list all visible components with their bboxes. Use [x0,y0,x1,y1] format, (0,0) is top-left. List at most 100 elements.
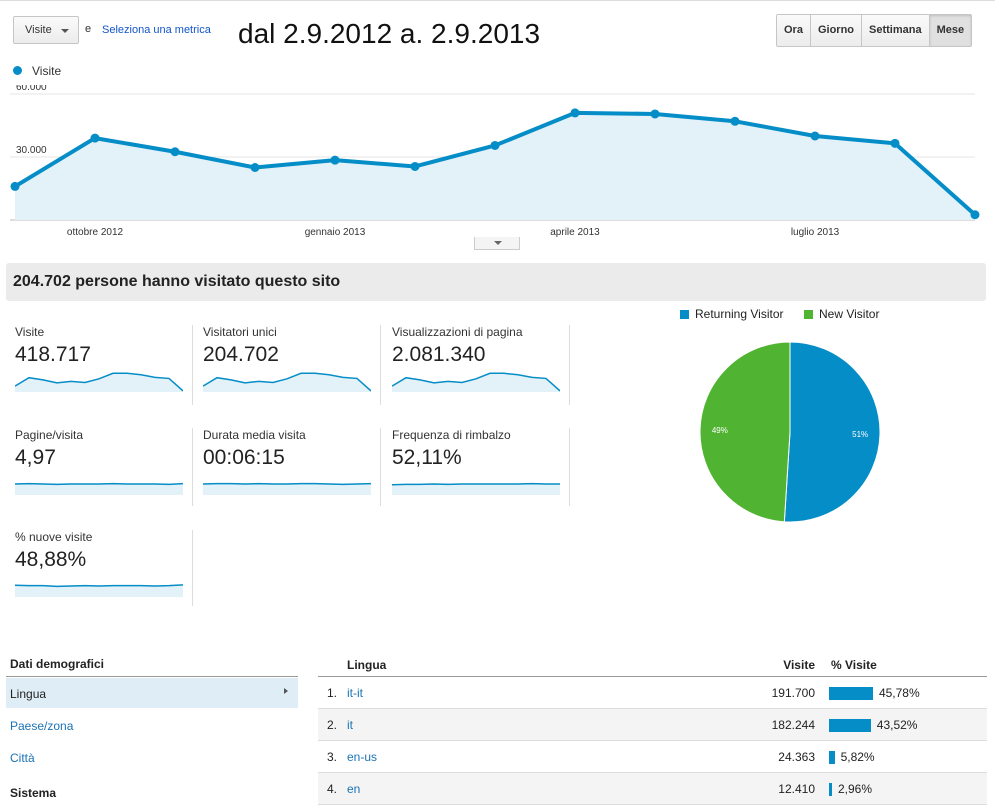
table-row: 4. en 12.410 2,96% [318,773,987,805]
period-day-button[interactable]: Giorno [810,15,863,46]
row-visits: 12.410 [778,782,815,796]
sparkline-fill [392,373,560,392]
row-index: 3. [327,750,338,764]
card-divider [192,530,193,606]
metric-value: 4,97 [15,446,56,469]
pie-slice-label: 51% [852,430,868,439]
period-month-button[interactable]: Mese [929,15,972,46]
language-link[interactable]: en [347,782,361,796]
metric-label: Visitatori unici [203,325,277,339]
column-header-visits: Visite [783,658,815,672]
row-index: 2. [327,718,338,732]
metric-value: 00:06:15 [203,446,285,469]
metric-card-visits[interactable]: Visite 418.717 [6,325,194,407]
table-row: 3. en-us 24.363 5,82% [318,741,987,773]
demographics-item-language[interactable]: Lingua [6,678,298,708]
data-point [330,155,340,165]
language-link[interactable]: en-us [347,750,378,764]
metric-select-value: Visite [25,24,52,36]
sparkline-line [15,482,183,486]
column-header-pct-visits: % Visite [831,658,877,672]
data-point [650,109,660,119]
sparkline-fill [15,373,183,392]
sparkline-line [392,372,560,392]
metric-card-unique-visitors[interactable]: Visitatori unici 204.702 [194,325,382,407]
row-visits: 191.700 [771,686,815,700]
period-toggle-group: Ora Giorno Settimana Mese [776,14,973,47]
sparkline-line [392,482,560,486]
card-divider [192,325,193,405]
card-divider [569,428,570,506]
metric-card-pageviews[interactable]: Visualizzazioni di pagina 2.081.340 [383,325,571,407]
x-tick-label: luglio 2013 [791,227,840,238]
metric-card-new-visits[interactable]: % nuove visite 48,88% [6,530,194,612]
row-index: 1. [327,686,338,700]
metric-value: 48,88% [15,548,87,571]
sparkline-line [203,372,371,392]
x-tick-label: aprile 2013 [550,227,600,238]
pct-bar [829,719,871,732]
demographics-header: Dati demografici [6,657,298,677]
metric-value: 418.717 [15,343,91,366]
table-row: 2. it 182.244 43,52% [318,709,987,741]
card-divider [569,325,570,405]
visits-line-chart: 60.000 30.000 ottobre 2012 gennaio 2013 apri… [10,85,980,238]
table-row: 1. it-it 191.700 45,78% [318,677,987,709]
metric-label: % nuove visite [15,530,93,544]
summary-text: 204.702 persone hanno visitato questo si… [13,273,341,290]
pie-slice [699,341,791,523]
metric-card-pages-per-visit[interactable]: Pagine/visita 4,97 [6,428,194,510]
x-tick-label: gennaio 2013 [305,227,366,238]
card-divider [380,428,381,506]
data-point [10,181,20,191]
legend-swatch [804,309,813,319]
card-divider [192,428,193,506]
pct-bar [829,751,835,764]
language-link[interactable]: it-it [347,686,363,700]
pie-slice-label: 49% [712,426,728,435]
data-point [890,138,900,148]
series-legend-dot [13,66,22,75]
metric-sparkline [203,372,371,392]
metric-label: Visualizzazioni di pagina [392,325,523,339]
row-pct: 5,82% [840,750,875,764]
pct-bar [829,687,873,700]
metric-label: Visite [15,325,45,339]
legend-swatch [680,309,689,319]
top-border [0,0,995,1]
demographics-item-country[interactable]: Paese/zona [6,710,298,740]
metric-label: Pagine/visita [15,428,84,442]
language-link[interactable]: it [347,718,353,732]
period-week-button[interactable]: Settimana [862,15,930,46]
demographics-item-city[interactable]: Città [6,742,298,772]
select-metric-link[interactable]: Seleziona una metrica [102,24,211,36]
data-point [410,161,420,171]
data-point [170,147,180,157]
metric-sparkline [15,482,183,495]
pie-legend-returning[interactable]: Returning Visitor [680,307,784,321]
metric-sparkline [15,372,183,392]
pie-legend-new[interactable]: New Visitor [804,307,879,321]
demographics-item-label: Città [10,751,35,765]
chevron-down-icon [61,29,69,33]
visitor-type-pie-chart: 51% 49% [699,341,881,523]
metric-sparkline [15,584,183,597]
chevron-right-icon [284,688,288,694]
row-pct: 2,96% [838,782,873,796]
legend-label: Returning Visitor [695,307,784,321]
column-header-language: Lingua [347,658,387,672]
metric-label: Frequenza di rimbalzo [392,428,511,442]
row-visits: 182.244 [771,718,815,732]
metric-select[interactable]: Visite [13,16,79,44]
and-label: e [85,23,92,35]
metric-card-bounce-rate[interactable]: Frequenza di rimbalzo 52,11% [383,428,571,510]
sparkline-fill [15,483,183,495]
row-pct: 43,52% [876,718,918,732]
expand-chart-toggle[interactable] [474,237,520,250]
y-tick-label: 60.000 [16,85,47,93]
metric-card-avg-duration[interactable]: Durata media visita 00:06:15 [194,428,382,510]
metric-label: Durata media visita [203,428,306,442]
sparkline-fill [203,483,371,495]
period-hour-button[interactable]: Ora [777,15,811,46]
sparkline-fill [392,483,560,495]
